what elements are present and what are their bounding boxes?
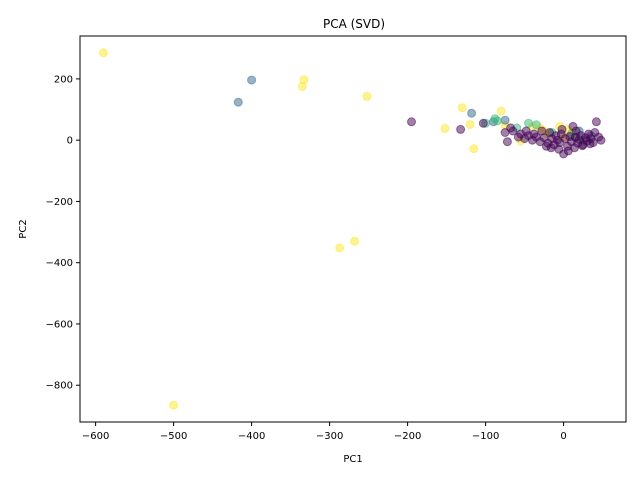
scatter-point-g3-52 (506, 123, 516, 133)
scatter-point-g3-41 (537, 126, 547, 136)
y-tick-label: −600 (46, 319, 73, 330)
scatter-point-g0-0 (98, 48, 108, 58)
scatter-point-g1-3 (500, 115, 510, 125)
scatter-point-g3-54 (571, 126, 581, 136)
y-tick-label: −400 (46, 258, 73, 269)
scatter-point-g1-2 (467, 108, 477, 118)
scatter-point-g1-1 (247, 75, 257, 85)
x-tick-label: 0 (560, 431, 566, 442)
scatter-point-g3-1 (456, 124, 466, 134)
scatter-point-g3-0 (407, 117, 416, 127)
y-tick-label: −200 (46, 197, 73, 208)
scatter-point-g3-51 (513, 132, 523, 142)
scatter-point-g3-49 (529, 129, 539, 139)
y-axis-label: PC2 (18, 219, 29, 238)
scatter-point-g2-2 (492, 116, 502, 126)
scatter-point-g3-46 (570, 143, 579, 153)
x-axis-ticks: −600 −500 −400 −300 −200 −100 0 (82, 422, 567, 442)
y-tick-label: −800 (46, 381, 73, 392)
chart-title: PCA (SVD) (323, 17, 385, 31)
scatter-point-g0-7 (457, 103, 467, 113)
scatter-point-g0-8 (465, 120, 475, 129)
x-tick-label: −200 (394, 431, 421, 442)
x-tick-label: −500 (160, 431, 187, 442)
scatter-point-g0-6 (350, 236, 360, 246)
x-axis-label: PC1 (343, 454, 362, 465)
y-tick-label: 200 (54, 74, 73, 85)
scatter-point-g3-38 (591, 117, 601, 127)
scatter-point-g3-4 (502, 137, 512, 147)
plot-frame (79, 35, 627, 423)
scatter-point-g0-5 (335, 243, 345, 253)
scatter-point-g3-43 (546, 143, 556, 153)
x-tick-label: −400 (238, 431, 265, 442)
scatter-point-g3-53 (557, 124, 567, 134)
x-tick-label: −100 (472, 431, 499, 442)
x-tick-label: −600 (82, 431, 109, 442)
points-layer (98, 48, 606, 410)
scatter-point-g0-10 (469, 144, 479, 154)
scatter-point-g3-48 (585, 139, 595, 149)
scatter-point-g3-47 (577, 141, 587, 151)
scatter-point-g3-50 (521, 126, 531, 136)
scatter-point-g0-11 (496, 106, 506, 116)
x-tick-label: −300 (316, 431, 343, 442)
y-axis-ticks: −800 −600 −400 −200 0 200 (46, 74, 80, 392)
scatter-point-g2-3 (524, 118, 533, 128)
scatter-point-g1-0 (233, 97, 243, 107)
scatter-point-g0-1 (169, 400, 179, 410)
scatter-point-g0-3 (297, 82, 307, 91)
scatter-point-g3-44 (554, 144, 564, 154)
y-tick-label: 0 (67, 136, 73, 147)
scatter-point-g0-9 (440, 124, 450, 133)
scatter-point-g3-40 (596, 135, 606, 145)
scatter-point-g0-4 (362, 91, 372, 101)
scatter-point-g2-4 (531, 120, 541, 130)
scatter-point-g3-2 (478, 118, 488, 128)
